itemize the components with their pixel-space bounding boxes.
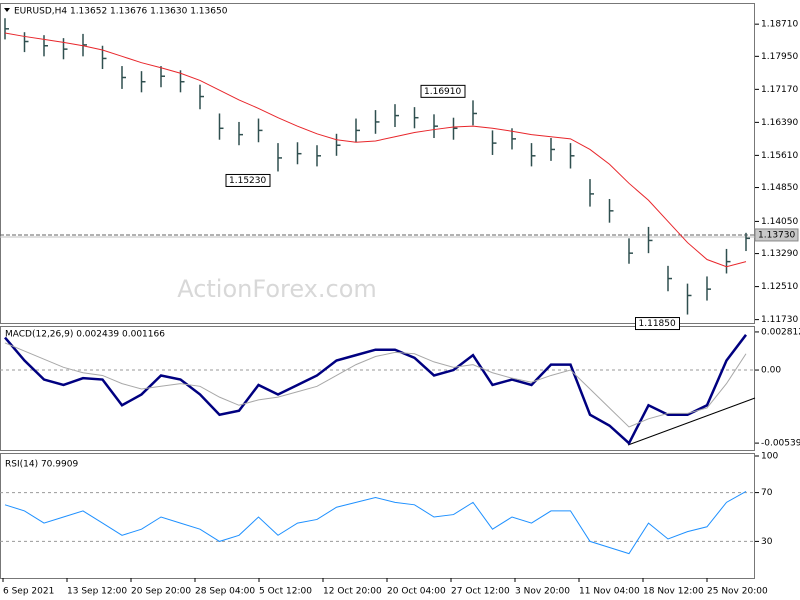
rsi-panel (0, 453, 755, 579)
y-tick-label: 100 (761, 452, 778, 462)
annotation-box (420, 84, 466, 98)
y-tick-label: 1.14850 (761, 183, 798, 193)
y-tick-label: 1.15610 (761, 151, 798, 161)
x-tick-label: 13 Sep 12:00 (67, 587, 127, 597)
x-tick-label: 5 Oct 12:00 (259, 587, 312, 597)
last-price-label: 1.13730 (758, 230, 795, 240)
y-tick-label: 1.18710 (761, 20, 798, 30)
price-panel (0, 3, 755, 324)
panel-title: EURUSD,H4 1.13652 1.13676 1.13630 1.1365… (14, 7, 228, 17)
annotation-box (635, 317, 680, 331)
x-tick-label: 20 Oct 04:00 (387, 587, 446, 597)
last-price-box (754, 228, 799, 242)
y-tick-label: 1.12510 (761, 282, 798, 292)
y-tick-label: 1.17950 (761, 52, 798, 62)
y-tick-label: -0.005391 (761, 439, 800, 449)
moving-average (4, 32, 747, 268)
y-tick-label: 0.002812 (761, 327, 800, 337)
series-line (4, 490, 747, 555)
macd-panel (0, 326, 755, 451)
x-tick-label: 12 Oct 20:00 (323, 587, 382, 597)
x-tick-label: 6 Sep 2021 (3, 587, 54, 597)
x-tick-label: 28 Sep 04:00 (195, 587, 255, 597)
x-tick-label: 18 Nov 12:00 (643, 587, 704, 597)
y-tick-label: 1.11730 (761, 315, 798, 325)
y-tick-label: 30 (761, 537, 773, 547)
menu-arrow (4, 8, 10, 12)
y-tick-label: 1.16390 (761, 118, 798, 128)
annotation-label: 1.11850 (639, 319, 676, 329)
annotation-label: 1.16910 (424, 87, 461, 97)
y-tick-label: 1.17170 (761, 85, 798, 95)
x-tick-label: 27 Oct 12:00 (451, 587, 510, 597)
panel-title: RSI(14) 70.9909 (5, 460, 78, 470)
x-tick-label: 25 Nov 20:00 (707, 587, 768, 597)
annotation-box (225, 173, 271, 187)
y-tick-label: 0.00 (761, 366, 781, 376)
y-tick-label: 70 (761, 488, 773, 498)
series-line (4, 342, 747, 428)
y-tick-label: 1.14050 (761, 217, 798, 227)
watermark: ActionForex.com (177, 275, 377, 303)
panel-title: MACD(12,26,9) 0.002439 0.001166 (5, 330, 165, 340)
y-tick-label: 1.13290 (761, 249, 798, 259)
trend-line (627, 397, 756, 446)
annotation-label: 1.15230 (229, 176, 266, 186)
x-tick-label: 11 Nov 04:00 (579, 587, 640, 597)
x-tick-label: 3 Nov 20:00 (515, 587, 570, 597)
series-line (4, 334, 747, 446)
x-tick-label: 20 Sep 20:00 (131, 587, 191, 597)
